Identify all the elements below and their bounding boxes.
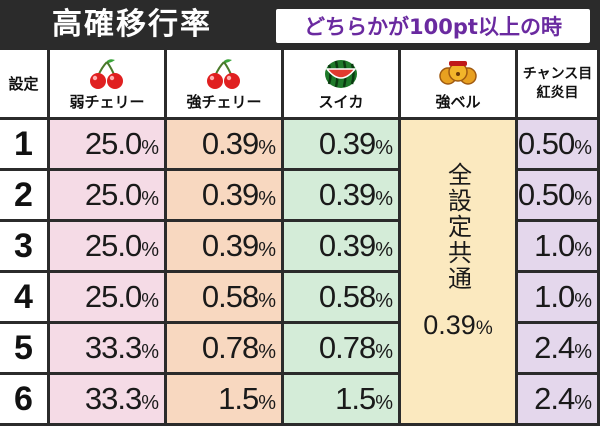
bell-icon <box>439 61 477 85</box>
strong-cherry-value: 0.39% <box>167 120 284 171</box>
strong-cherry-value: 0.78% <box>167 324 284 375</box>
setting-number: 2 <box>0 171 50 222</box>
watermelon-value: 1.5% <box>284 375 401 426</box>
strong-bell-common-label: 全設定共通 <box>443 162 472 292</box>
watermelon-value: 0.58% <box>284 273 401 324</box>
header-strong-bell-label: 強ベル <box>435 93 481 111</box>
setting-number: 6 <box>0 375 50 426</box>
watermelon-value: 0.78% <box>284 324 401 375</box>
page-title: 高確移行率 <box>52 7 212 42</box>
weak-cherry-value: 25.0% <box>50 222 167 273</box>
setting-number: 3 <box>0 222 50 273</box>
watermelon-value: 0.39% <box>284 171 401 222</box>
strong-cherry-value: 1.5% <box>167 375 284 426</box>
setting-number: 1 <box>0 120 50 171</box>
header-weak-cherry: 弱チェリー <box>50 50 167 120</box>
weak-cherry-value: 25.0% <box>50 273 167 324</box>
chance-value: 1.0% <box>518 222 600 273</box>
header-watermelon: スイカ <box>284 50 401 120</box>
header-settei-label: 設定 <box>8 74 39 93</box>
chance-value: 0.50% <box>518 120 600 171</box>
cherry-icon <box>90 59 123 89</box>
setting-number: 5 <box>0 324 50 375</box>
header-chance-line2: 紅炎目 <box>536 84 579 101</box>
strong-bell-common-cell: 全設定共通 0.39% <box>401 120 518 426</box>
header-settei: 設定 <box>0 50 50 120</box>
condition-badge: どちらかが100pt以上の時 <box>276 9 590 43</box>
header-watermelon-label: スイカ <box>318 93 364 111</box>
chance-value: 0.50% <box>518 171 600 222</box>
header-weak-cherry-label: 弱チェリー <box>69 93 145 111</box>
setting-number: 4 <box>0 273 50 324</box>
watermelon-icon <box>325 60 357 88</box>
watermelon-value: 0.39% <box>284 222 401 273</box>
strong-cherry-value: 0.39% <box>167 171 284 222</box>
header-strong-bell: 強ベル <box>401 50 518 120</box>
header-strong-cherry-label: 強チェリー <box>186 93 262 111</box>
header-chance: チャンス目 紅炎目 <box>518 50 600 120</box>
weak-cherry-value: 25.0% <box>50 171 167 222</box>
weak-cherry-value: 33.3% <box>50 375 167 426</box>
weak-cherry-value: 33.3% <box>50 324 167 375</box>
title-bar: 高確移行率 どちらかが100pt以上の時 <box>0 0 600 50</box>
condition-text: どちらかが100pt以上の時 <box>304 15 562 39</box>
weak-cherry-value: 25.0% <box>50 120 167 171</box>
probability-table: 設定 弱チェリー 強チェリー <box>0 50 600 426</box>
chance-value: 2.4% <box>518 375 600 426</box>
watermelon-value: 0.39% <box>284 120 401 171</box>
chance-value: 2.4% <box>518 324 600 375</box>
header-strong-cherry: 強チェリー <box>167 50 284 120</box>
cherry-icon <box>207 59 240 89</box>
strong-cherry-value: 0.39% <box>167 222 284 273</box>
strong-cherry-value: 0.58% <box>167 273 284 324</box>
chance-value: 1.0% <box>518 273 600 324</box>
header-chance-line1: チャンス目 <box>522 65 593 82</box>
strong-bell-common-value: 0.39% <box>423 310 493 340</box>
